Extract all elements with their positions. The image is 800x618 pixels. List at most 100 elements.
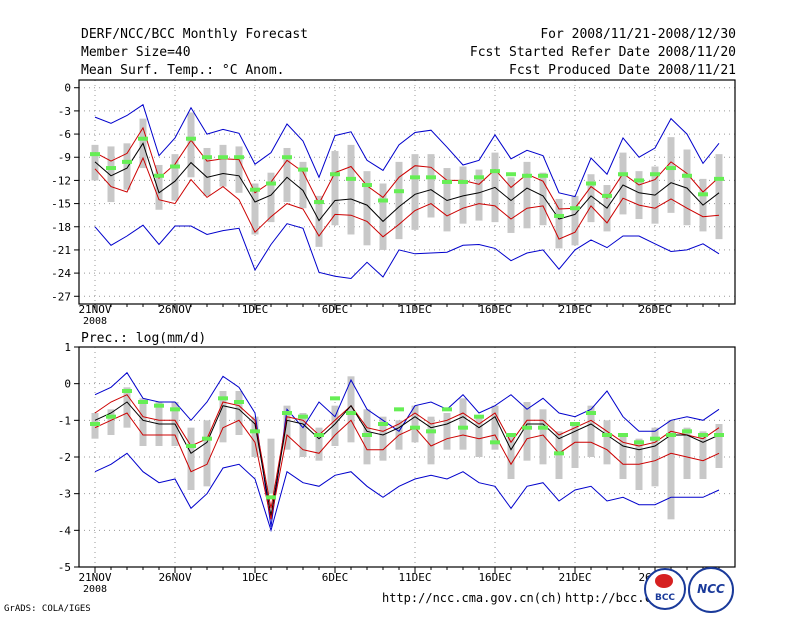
box-bar <box>379 183 387 250</box>
observed-marker <box>154 403 164 408</box>
observed-marker <box>138 136 148 141</box>
box-bar <box>107 409 115 435</box>
box-bar <box>459 398 467 450</box>
observed-marker <box>298 167 308 172</box>
observed-marker <box>426 175 436 180</box>
observed-marker <box>250 429 260 434</box>
x-tick-label: 11DEC <box>398 303 431 316</box>
observed-marker <box>330 172 340 177</box>
box-bar <box>427 154 435 218</box>
box-bar <box>651 427 659 487</box>
observed-marker <box>90 152 100 157</box>
observed-marker <box>698 433 708 437</box>
box-bar <box>699 431 707 479</box>
box-bar <box>203 147 211 196</box>
box-bar <box>491 405 499 450</box>
observed-marker <box>650 172 660 177</box>
x-tick-label: 21DEC <box>558 303 591 316</box>
observed-marker <box>714 433 724 437</box>
observed-marker <box>314 433 324 437</box>
box-bar <box>299 161 307 209</box>
observed-marker <box>522 425 532 430</box>
observed-marker <box>634 440 644 445</box>
box-bar <box>411 154 419 230</box>
y-tick-label: -4 <box>58 524 72 537</box>
observed-marker <box>138 400 148 404</box>
y-tick-label: 0 <box>64 82 71 95</box>
observed-marker <box>314 200 324 205</box>
observed-marker <box>474 175 484 180</box>
box-bar <box>107 146 115 203</box>
observed-marker <box>490 169 500 174</box>
box-bar <box>123 387 131 428</box>
series-line-ensemble-max <box>94 103 720 198</box>
observed-marker <box>170 164 180 169</box>
observed-marker <box>442 407 452 412</box>
observed-marker <box>378 198 388 203</box>
y-tick-label: -1 <box>58 414 71 427</box>
series-line-ensemble-mean <box>94 142 720 223</box>
box-bar <box>571 195 579 246</box>
box-bar <box>715 424 723 468</box>
x-tick-label: 26DEC <box>638 303 671 316</box>
x-tick-label: 21DEC <box>558 571 591 584</box>
observed-marker <box>474 414 484 419</box>
observed-marker <box>442 179 452 184</box>
observed-marker <box>426 429 436 434</box>
x-tick-label: 6DEC <box>322 303 349 316</box>
observed-marker <box>106 166 116 171</box>
series-line-mean-spread <box>94 156 720 240</box>
observed-marker <box>186 444 196 448</box>
observed-marker <box>682 429 692 434</box>
bcc-url[interactable]: http://bcc.c <box>565 591 652 605</box>
observed-marker <box>266 495 276 500</box>
box-bar <box>331 405 339 446</box>
header-period: For 2008/11/21-2008/12/30 <box>540 27 736 42</box>
observed-marker <box>154 173 164 178</box>
x-tick-label: 21NOV <box>78 303 111 316</box>
box-bar <box>203 420 211 487</box>
observed-marker <box>682 173 692 178</box>
box-bar <box>555 198 563 249</box>
observed-marker <box>714 176 724 181</box>
observed-marker <box>554 451 564 456</box>
y-tick-label: 1 <box>64 341 71 354</box>
box-bar <box>379 416 387 461</box>
observed-marker <box>602 193 612 198</box>
bcc-logo-text: BCC <box>654 593 676 603</box>
ncc-url[interactable]: http://ncc.cma.gov.cn(ch) <box>382 591 563 605</box>
x-tick-label: 21NOV <box>78 571 111 584</box>
y-tick-label: -15 <box>51 198 71 211</box>
box-bar <box>539 409 547 465</box>
observed-marker <box>698 192 708 197</box>
y-tick-label: -5 <box>58 561 71 574</box>
observed-marker <box>570 422 580 426</box>
box-bar <box>619 435 627 479</box>
observed-marker <box>90 422 100 426</box>
observed-marker <box>410 425 420 430</box>
observed-marker <box>378 422 388 426</box>
series-line-mean-spread <box>94 412 720 520</box>
y-tick-label: -9 <box>58 151 71 164</box>
x-tick-year-label: 2008 <box>83 316 107 327</box>
ncc-logo-icon: NCC <box>688 567 734 613</box>
x-tick-label: 26NOV <box>158 571 191 584</box>
observed-marker <box>250 187 260 192</box>
x-tick-label: 1DEC <box>242 571 269 584</box>
box-bar <box>347 144 355 235</box>
observed-marker <box>458 179 468 184</box>
ncc-logo-text: NCC <box>697 582 725 596</box>
box-bar <box>587 405 595 457</box>
observed-marker <box>266 181 276 186</box>
y-tick-label: 0 <box>64 378 71 391</box>
box-bar <box>667 420 675 520</box>
observed-marker <box>218 155 228 160</box>
observed-marker <box>650 436 660 441</box>
header-produced: Fcst Produced Date 2008/11/21 <box>509 63 736 78</box>
plot-frame <box>78 79 736 305</box>
observed-marker <box>602 433 612 437</box>
series-line-ensemble-min <box>94 452 720 533</box>
y-tick-label: -12 <box>51 174 71 187</box>
